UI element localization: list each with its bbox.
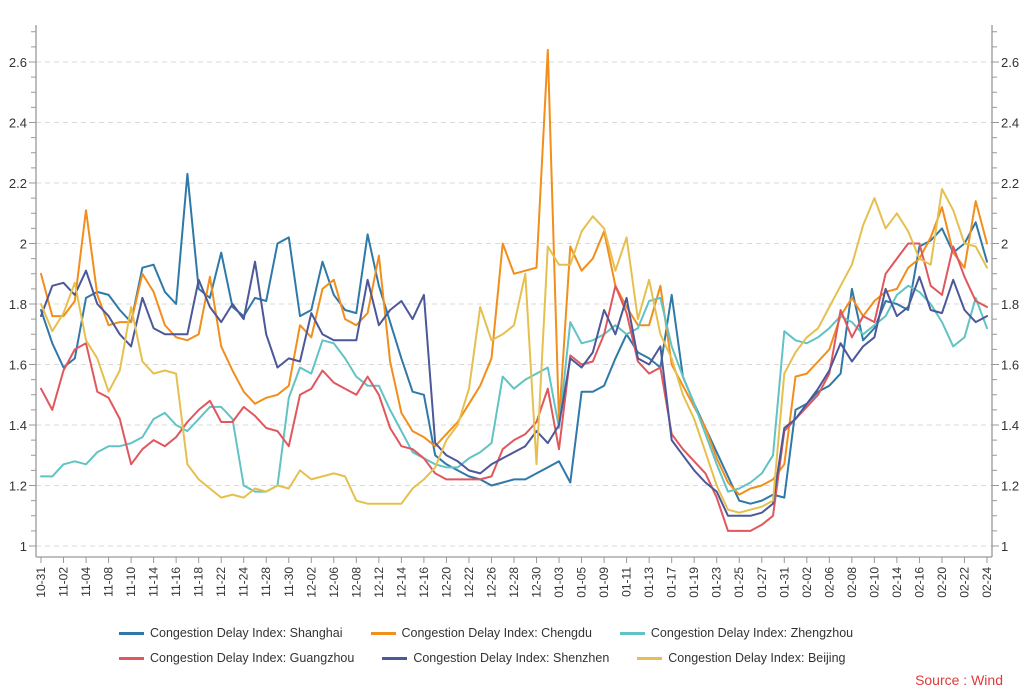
legend-label: Congestion Delay Index: Beijing	[668, 651, 846, 665]
x-tick-label: 11-18	[192, 567, 206, 597]
x-tick-label: 11-22	[214, 567, 228, 597]
legend-swatch	[370, 631, 396, 635]
x-tick-label: 12-22	[462, 567, 476, 598]
y-tick-label-left: 1.2	[9, 479, 27, 494]
x-tick-label: 12-12	[372, 567, 386, 598]
x-tick-label: 11-04	[79, 567, 93, 597]
legend-item-shanghai[interactable]: Congestion Delay Index: Shanghai	[119, 626, 343, 640]
x-tick-label: 02-06	[822, 567, 836, 598]
legend-label: Congestion Delay Index: Guangzhou	[150, 651, 355, 665]
x-tick-label: 12-06	[327, 567, 341, 598]
series-line-beijing	[40, 188, 988, 514]
x-tick-label: 01-13	[642, 567, 656, 598]
legend-swatch	[119, 631, 144, 635]
legend-item-zhengzhou[interactable]: Congestion Delay Index: Zhengzhou	[619, 626, 854, 640]
series-line-shenzhen	[40, 260, 988, 517]
legend-swatch	[637, 656, 663, 660]
x-tick-label: 02-08	[845, 567, 859, 598]
x-tick-label: 01-23	[710, 567, 724, 598]
x-tick-label: 01-25	[732, 567, 746, 598]
x-tick-label: 11-28	[259, 567, 273, 597]
legend-swatch	[119, 656, 144, 660]
legend-swatch	[619, 631, 645, 635]
legend-label: Congestion Delay Index: Chengdu	[401, 626, 592, 640]
y-tick-label-right: 2.6	[1001, 55, 1019, 70]
x-tick-label: 11-24	[237, 567, 251, 597]
legend-label: Congestion Delay Index: Shanghai	[150, 626, 343, 640]
y-tick-label-left: 2.4	[9, 116, 27, 131]
x-tick-label: 11-08	[102, 567, 116, 597]
y-tick-label-left: 1.6	[9, 358, 27, 373]
legend-label: Congestion Delay Index: Shenzhen	[413, 651, 610, 665]
x-tick-label: 10-31	[34, 567, 48, 598]
legend-item-chengdu[interactable]: Congestion Delay Index: Chengdu	[370, 626, 592, 640]
y-tick-label-left: 2.6	[9, 55, 27, 70]
x-tick-label: 12-28	[507, 567, 521, 598]
legend-item-guangzhou[interactable]: Congestion Delay Index: Guangzhou	[119, 651, 354, 665]
x-tick-label: 12-26	[484, 567, 498, 598]
source-note: Source : Wind	[915, 672, 1003, 688]
legend-swatch	[382, 656, 408, 660]
x-tick-label: 01-03	[552, 567, 566, 598]
x-tick-label: 12-08	[349, 567, 363, 598]
legend-label: Congestion Delay Index: Zhengzhou	[650, 626, 854, 640]
series-line-chengdu	[40, 48, 988, 496]
x-tick-label: 02-20	[935, 567, 949, 598]
x-tick-label: 11-14	[147, 567, 161, 597]
x-tick-label: 02-14	[890, 567, 904, 598]
y-tick-label-left: 1.8	[9, 297, 27, 312]
legend-row-2: Congestion Delay Index: Guangzhou Conges…	[119, 649, 861, 667]
x-tick-label: 11-10	[124, 567, 138, 597]
legend-item-beijing[interactable]: Congestion Delay Index: Beijing	[637, 651, 845, 665]
x-tick-label: 02-24	[980, 567, 994, 598]
x-tick-label: 12-02	[304, 567, 318, 598]
y-tick-label-right: 1	[1001, 539, 1008, 554]
y-tick-label-left: 1	[20, 539, 27, 554]
series-line-guangzhou	[40, 242, 988, 532]
series-line-shanghai	[40, 172, 988, 505]
y-tick-label-right: 1.2	[1001, 479, 1019, 494]
series-lines	[40, 48, 988, 532]
series-line-zhengzhou	[40, 284, 988, 493]
x-tick-label: 11-02	[57, 567, 71, 597]
y-tick-label-left: 1.4	[9, 418, 27, 433]
legend-row-1: Congestion Delay Index: Shanghai Congest…	[119, 624, 869, 642]
x-tick-label: 01-05	[575, 567, 589, 598]
y-tick-label-left: 2	[20, 237, 27, 252]
y-tick-label-right: 2.2	[1001, 176, 1019, 191]
x-tick-label: 02-10	[867, 567, 881, 598]
axes: 1 1 1.2 1.2 1.4 1.4 1.6 1.6 1.8 1.8 2 2 2.2 2.2 2.4 2.4…	[9, 25, 1019, 598]
x-tick-label: 11-30	[282, 567, 296, 597]
y-tick-label-right: 2.4	[1001, 116, 1019, 131]
x-tick-label: 02-22	[957, 567, 971, 598]
x-tick-label: 12-30	[530, 567, 544, 598]
x-tick-label: 02-02	[800, 567, 814, 598]
x-tick-label: 01-09	[597, 567, 611, 598]
x-tick-label: 01-19	[687, 567, 701, 598]
y-tick-label-right: 1.6	[1001, 358, 1019, 373]
x-tick-label: 02-16	[912, 567, 926, 598]
y-tick-label-right: 1.8	[1001, 297, 1019, 312]
x-tick-label: 01-27	[755, 567, 769, 598]
y-tick-label-right: 1.4	[1001, 418, 1019, 433]
y-tick-label-left: 2.2	[9, 176, 27, 191]
x-tick-label: 01-31	[777, 567, 791, 598]
x-tick-label: 01-17	[665, 567, 679, 598]
line-chart: 1 1 1.2 1.2 1.4 1.4 1.6 1.6 1.8 1.8 2 2 2.2 2.2 2.4 2.4…	[9, 25, 1019, 598]
x-tick-label: 12-20	[439, 567, 453, 598]
x-tick-label: 11-16	[169, 567, 183, 597]
legend-item-shenzhen[interactable]: Congestion Delay Index: Shenzhen	[382, 651, 609, 665]
x-tick-label: 12-14	[394, 567, 408, 598]
y-tick-label-right: 2	[1001, 237, 1008, 252]
x-tick-label: 01-11	[620, 567, 634, 597]
x-tick-label: 12-16	[417, 567, 431, 598]
